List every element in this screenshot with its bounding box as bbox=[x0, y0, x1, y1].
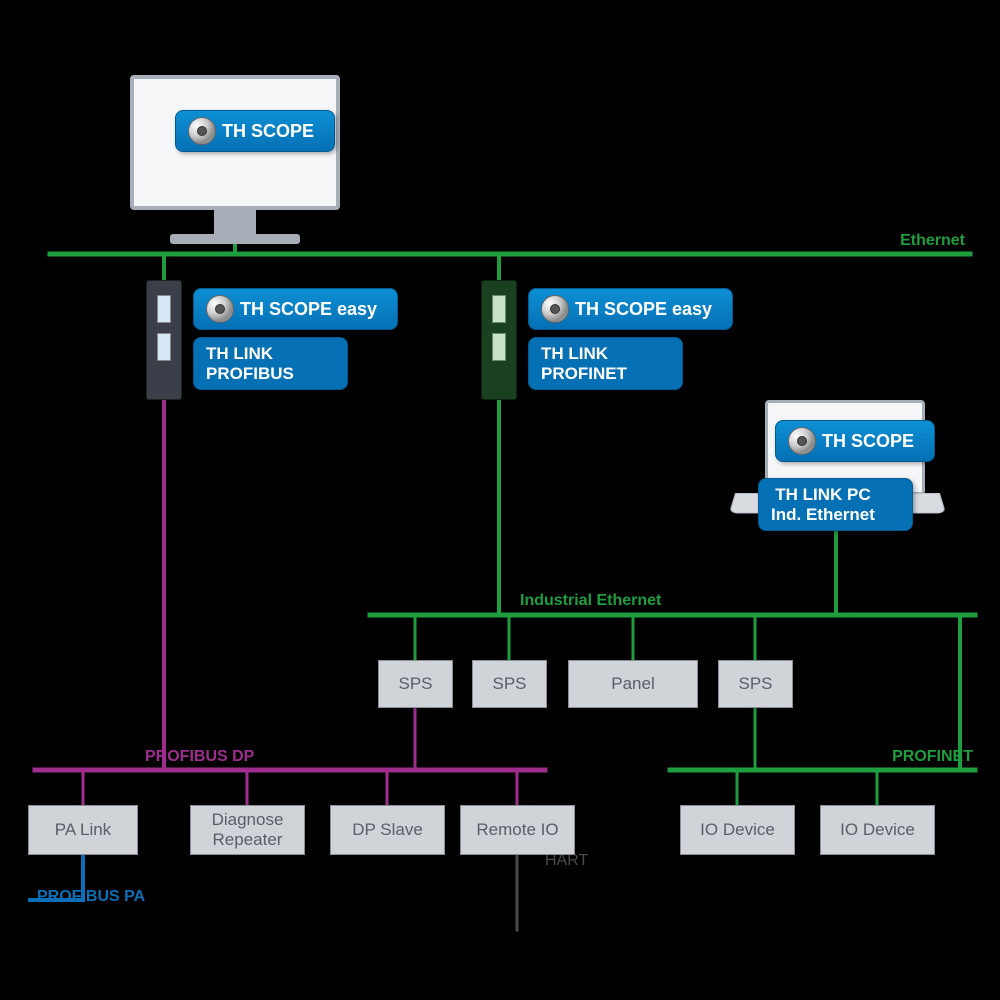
box-sps-3: SPS bbox=[718, 660, 793, 708]
box-dp-slave: DP Slave bbox=[330, 805, 445, 855]
box-io-device-2: IO Device bbox=[820, 805, 935, 855]
badge-th-scope-easy-2: TH SCOPE easy bbox=[528, 288, 733, 330]
box-sps-1: SPS bbox=[378, 660, 453, 708]
box-io-device-1: IO Device bbox=[680, 805, 795, 855]
label-profibus-dp: PROFIBUS DP bbox=[145, 748, 254, 766]
disc-icon bbox=[206, 295, 234, 323]
label-profinet: PROFINET bbox=[892, 748, 973, 766]
gateway-profinet bbox=[481, 280, 517, 400]
disc-icon bbox=[541, 295, 569, 323]
box-diag-repeater: Diagnose Repeater bbox=[190, 805, 305, 855]
label-profibus-pa: PROFIBUS PA bbox=[37, 888, 145, 906]
badge-th-scope-easy-1: TH SCOPE easy bbox=[193, 288, 398, 330]
gateway-profibus bbox=[146, 280, 182, 400]
label-ethernet: Ethernet bbox=[900, 232, 965, 250]
badge-th-scope-laptop: TH SCOPE bbox=[775, 420, 935, 462]
box-remote-io: Remote IO bbox=[460, 805, 575, 855]
monitor bbox=[130, 75, 340, 250]
box-sps-2: SPS bbox=[472, 660, 547, 708]
disc-icon bbox=[188, 117, 216, 145]
badge-th-link-profinet: TH LINK PROFINET bbox=[528, 337, 683, 390]
badge-th-scope-main: TH SCOPE bbox=[175, 110, 335, 152]
disc-icon bbox=[788, 427, 816, 455]
box-panel: Panel bbox=[568, 660, 698, 708]
label-ind-ethernet: Industrial Ethernet bbox=[520, 592, 661, 610]
box-pa-link: PA Link bbox=[28, 805, 138, 855]
badge-th-link-pc: TH LINK PC Ind. Ethernet bbox=[758, 478, 913, 531]
badge-th-link-profibus: TH LINK PROFIBUS bbox=[193, 337, 348, 390]
